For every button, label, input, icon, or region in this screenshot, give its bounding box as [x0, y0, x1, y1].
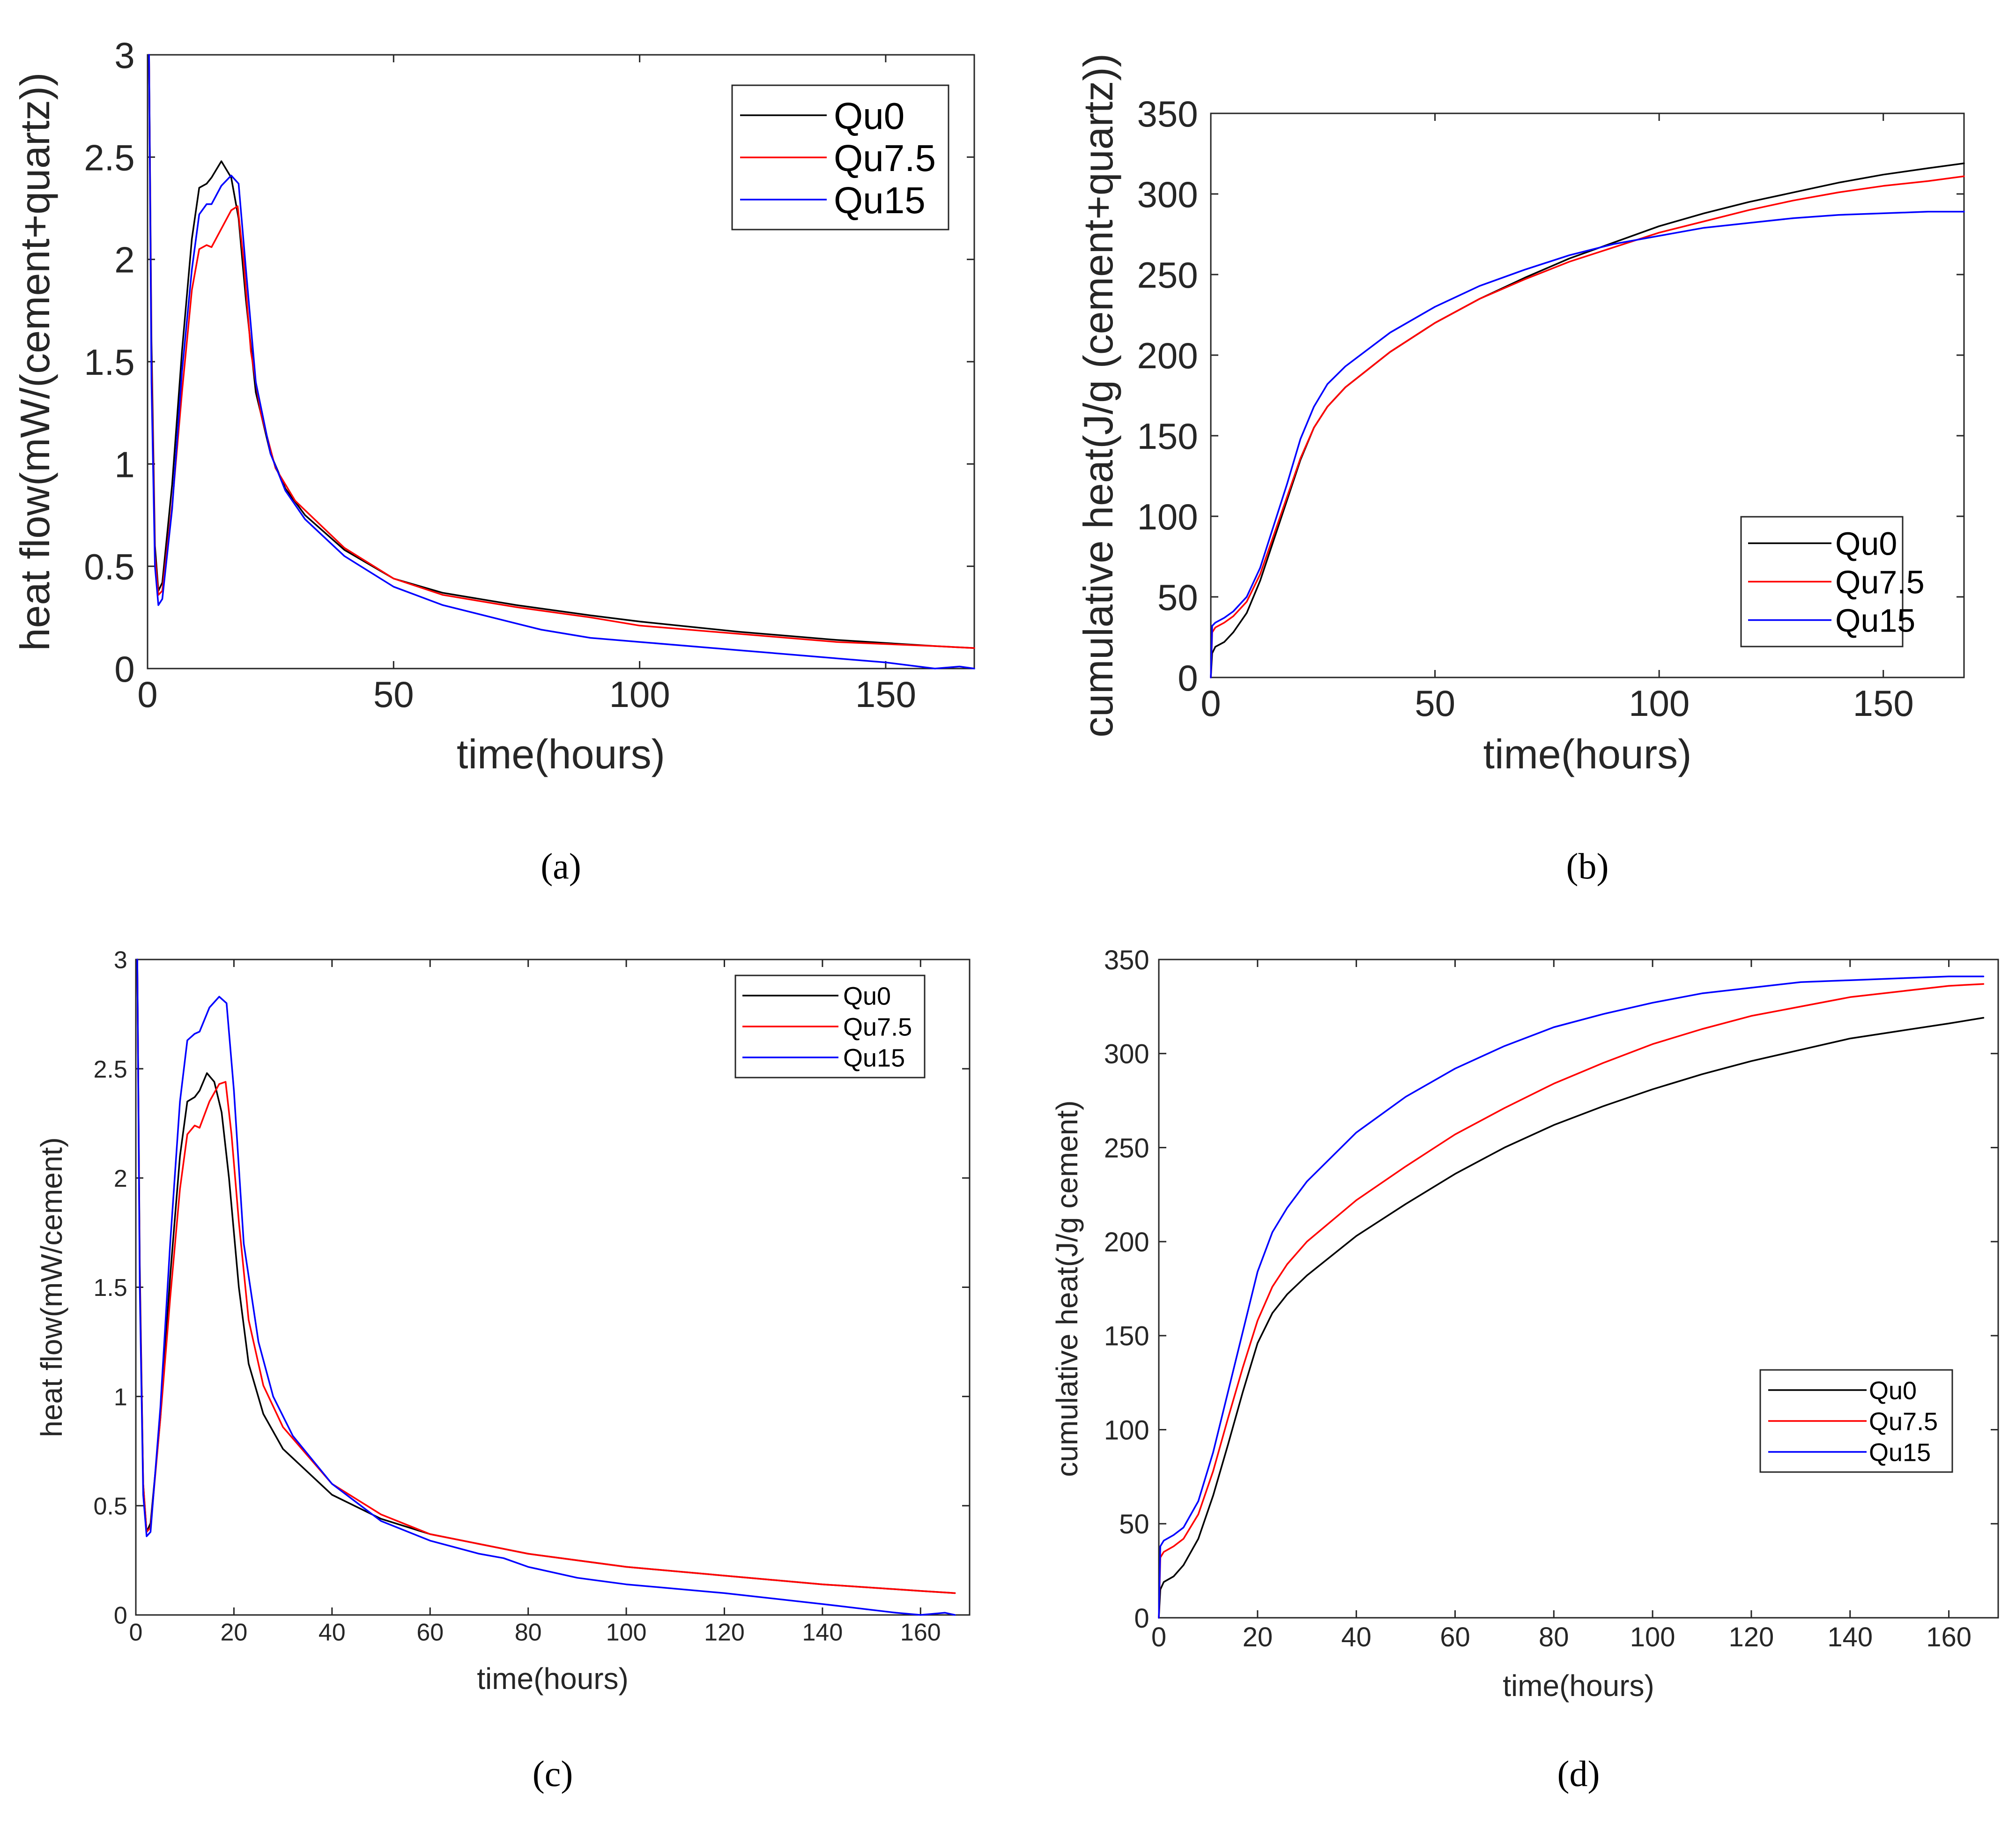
x-tick-label: 160	[1926, 1622, 1972, 1652]
y-tick-label: 3	[114, 947, 127, 974]
y-tick-label: 0	[114, 1602, 127, 1629]
legend-label: Qu7.5	[834, 137, 936, 179]
series-line-qu0	[1158, 1017, 1985, 1619]
series-line-qu15	[148, 54, 975, 670]
x-tick-label: 100	[606, 1619, 647, 1646]
y-tick-label: 300	[1104, 1039, 1149, 1070]
y-axis-title: heat flow(mW/cement)	[35, 1137, 68, 1437]
y-tick-label: 150	[1104, 1321, 1149, 1352]
legend-label: Qu0	[834, 95, 904, 137]
y-axis-title: cumulative heat(J/g cement)	[1050, 1101, 1084, 1477]
y-tick-label: 2	[114, 1165, 127, 1192]
chart-panel-a: 0 50 100 150 0 0.5 1 1.5 2 2.5 3 time(hours) heat fl…	[12, 35, 975, 886]
x-axis-title: time(hours)	[1503, 1669, 1654, 1703]
y-tick-label: 2.5	[94, 1056, 127, 1083]
y-axis-title: heat flow(mW/(cement+quartz))	[12, 73, 58, 651]
y-axis-title: cumulative heat(J/g (cement+quartz))	[1075, 53, 1121, 737]
plot-frame	[1158, 959, 1999, 1619]
x-tick-label: 120	[704, 1619, 745, 1646]
panel-caption: (b)	[1566, 846, 1609, 886]
series-line-qu7-5	[1210, 175, 1965, 678]
x-tick-label: 100	[1629, 683, 1690, 724]
y-tick-label: 0.5	[84, 546, 134, 588]
x-tick-label: 160	[900, 1619, 941, 1646]
plot-frame	[1210, 112, 1965, 678]
x-axis-title: time(hours)	[457, 731, 665, 777]
x-tick-label: 100	[609, 674, 670, 715]
x-tick-label: 140	[1827, 1622, 1873, 1652]
y-tick-label: 200	[1104, 1227, 1149, 1257]
y-tick-label: 250	[1137, 254, 1198, 296]
x-tick-label: 150	[855, 674, 916, 715]
x-tick-label: 60	[1440, 1622, 1470, 1652]
x-tick-label: 100	[1630, 1622, 1675, 1652]
x-tick-label: 0	[1151, 1622, 1166, 1652]
y-tick-label: 100	[1104, 1415, 1149, 1445]
series-line-qu15	[1210, 211, 1965, 678]
x-tick-label: 0	[1201, 683, 1221, 724]
legend-label: Qu15	[1869, 1438, 1931, 1466]
x-tick-label: 80	[515, 1619, 542, 1646]
x-tick-label: 40	[1341, 1622, 1371, 1652]
y-tick-label: 150	[1137, 416, 1198, 457]
legend-label: Qu0	[1835, 526, 1897, 562]
panel-caption: (a)	[541, 846, 581, 886]
series-line-qu0	[148, 54, 975, 649]
y-tick-label: 2	[114, 239, 134, 281]
y-tick-label: 0	[1134, 1603, 1149, 1634]
legend-label: Qu7.5	[1835, 564, 1925, 601]
x-tick-label: 50	[1415, 683, 1455, 724]
legend-label: Qu7.5	[843, 1013, 912, 1041]
y-tick-label: 100	[1137, 496, 1198, 537]
x-tick-label: 50	[373, 674, 414, 715]
legend: Qu0 Qu7.5 Qu15	[734, 975, 926, 1079]
y-tick-label: 300	[1137, 174, 1198, 215]
legend-label: Qu0	[1869, 1376, 1917, 1405]
chart-panel-c: 0 20 40 60 80 100 120 140 160 0 0.5 1 1.5 2 2.5 3 time(h…	[35, 947, 971, 1794]
y-tick-label: 350	[1137, 93, 1198, 134]
y-tick-label: 2.5	[84, 137, 134, 178]
y-tick-label: 0	[114, 648, 134, 690]
x-tick-label: 0	[129, 1619, 143, 1646]
chart-panel-b: 0 50 100 150 0 50 100 150 200 250 300 350 time(hours…	[1075, 53, 1965, 886]
y-tick-label: 200	[1137, 335, 1198, 376]
x-tick-label: 0	[137, 674, 157, 715]
series-line-qu15	[1158, 975, 1985, 1619]
x-tick-label: 60	[416, 1619, 444, 1646]
y-tick-label: 350	[1104, 945, 1149, 975]
y-tick-label: 1.5	[94, 1274, 127, 1302]
x-tick-label: 120	[1729, 1622, 1774, 1652]
legend-label: Qu15	[834, 179, 926, 221]
chart-panel-d: 0 20 40 60 80 100 120 140 160 0 50 100 150 200 250 300 3…	[1050, 945, 1999, 1794]
legend-label: Qu15	[843, 1044, 905, 1072]
y-tick-label: 0.5	[94, 1493, 127, 1520]
legend-label: Qu7.5	[1869, 1407, 1938, 1436]
x-axis-title: time(hours)	[1483, 731, 1692, 777]
y-tick-label: 1	[114, 444, 134, 485]
x-tick-label: 140	[802, 1619, 843, 1646]
x-axis-title: time(hours)	[477, 1662, 629, 1696]
y-tick-label: 3	[114, 35, 134, 76]
panel-caption: (c)	[533, 1753, 573, 1794]
y-tick-label: 50	[1119, 1509, 1149, 1540]
x-tick-label: 20	[220, 1619, 247, 1646]
y-tick-label: 1.5	[84, 342, 134, 383]
series-line-qu15	[136, 959, 956, 1616]
y-tick-label: 1	[114, 1384, 127, 1411]
legend-label: Qu0	[843, 982, 891, 1010]
y-tick-label: 250	[1104, 1133, 1149, 1163]
panel-caption: (d)	[1557, 1753, 1600, 1794]
x-tick-label: 150	[1853, 683, 1914, 724]
x-tick-label: 20	[1243, 1622, 1273, 1652]
y-tick-label: 0	[1178, 657, 1198, 699]
y-tick-label: 50	[1157, 577, 1198, 618]
x-tick-label: 40	[319, 1619, 346, 1646]
series-line-qu7-5	[1158, 983, 1985, 1619]
x-tick-label: 80	[1539, 1622, 1569, 1652]
legend-label: Qu15	[1835, 603, 1915, 639]
